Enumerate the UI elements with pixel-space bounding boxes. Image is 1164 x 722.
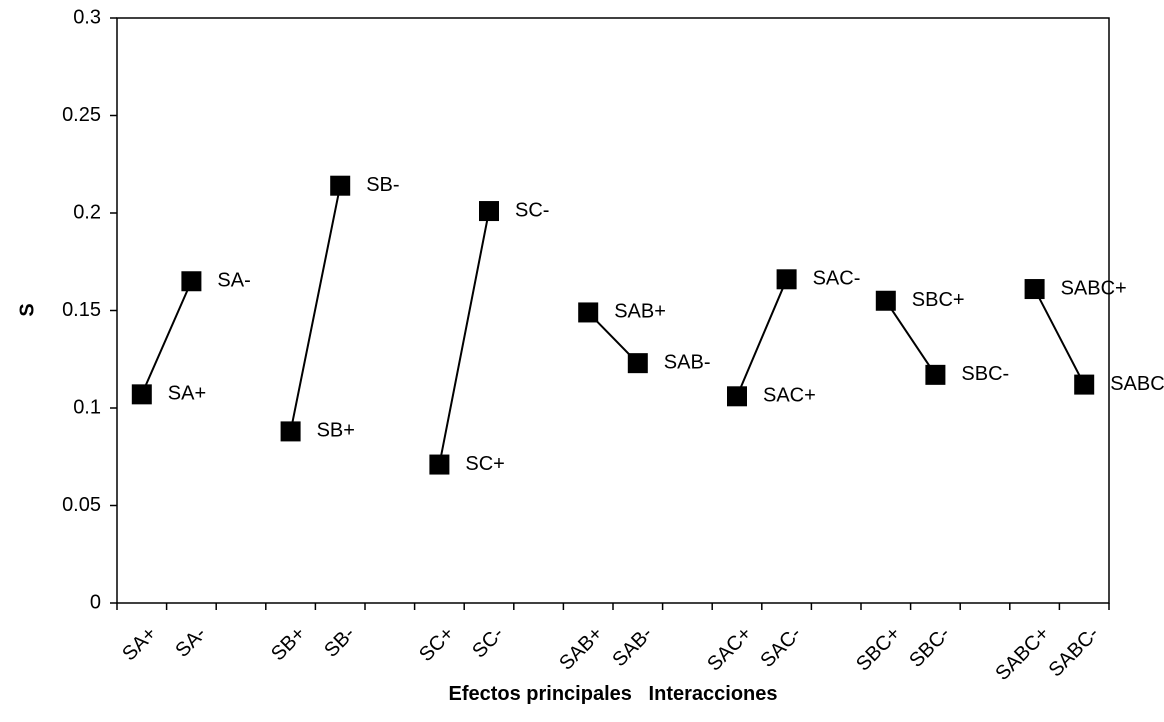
- x-tick-label: SA+: [118, 623, 161, 666]
- point-marker: [1074, 374, 1095, 395]
- point-label: SB-: [366, 174, 399, 196]
- x-tick-label: SABC-: [1045, 623, 1104, 682]
- x-tick-label: SBC-: [905, 623, 954, 672]
- point-marker: [925, 364, 946, 385]
- series-line: [140, 185, 1086, 465]
- point-label: SBC+: [912, 289, 965, 311]
- point-label: SA+: [168, 383, 206, 405]
- point-label: SABC+: [1061, 277, 1127, 299]
- x-tick-label: SC-: [468, 623, 508, 663]
- point-marker: [578, 302, 599, 323]
- point-label: SA-: [217, 270, 250, 292]
- y-tick-label: 0.15: [62, 299, 101, 321]
- x-tick-label: SAC-: [756, 623, 805, 672]
- point-marker: [429, 454, 450, 475]
- x-tick-label: SAC+: [703, 623, 756, 676]
- x-tick-label: SAB+: [555, 623, 607, 675]
- point-marker: [330, 175, 351, 196]
- point-marker: [280, 421, 301, 442]
- point-label: SBC-: [961, 363, 1009, 385]
- x-tick-label: SAB-: [608, 623, 657, 672]
- y-tick-label: 0.05: [62, 494, 101, 516]
- point-marker: [479, 201, 499, 222]
- point-label: SABC-: [1110, 373, 1164, 395]
- point-label: SC+: [465, 453, 504, 475]
- point-marker: [727, 386, 747, 407]
- y-axis-title: S: [16, 303, 38, 316]
- point-marker: [131, 384, 152, 405]
- y-tick-label: 0.1: [73, 396, 101, 418]
- x-tick-label: SBC+: [852, 623, 905, 676]
- point-marker: [875, 290, 896, 311]
- point-marker: [1024, 279, 1045, 300]
- x-tick-label: SA-: [171, 623, 210, 662]
- y-tick-label: 0.3: [73, 6, 101, 28]
- x-tick-label: SB-: [320, 623, 359, 662]
- point-label: SAC-: [813, 268, 861, 290]
- x-axis-title: Efectos principales Interacciones: [448, 683, 777, 705]
- point-label: SAB-: [664, 351, 711, 373]
- point-marker: [627, 353, 648, 374]
- point-label: SB+: [317, 420, 355, 442]
- point-label: SC-: [515, 199, 549, 221]
- point-marker: [181, 271, 202, 292]
- point-label: SAB+: [614, 301, 666, 323]
- x-tick-label: SC+: [415, 623, 458, 666]
- x-tick-label: SB+: [267, 623, 310, 666]
- x-tick-label: SABC+: [991, 623, 1053, 685]
- point-marker: [776, 269, 797, 290]
- point-label: SAC+: [763, 385, 816, 407]
- y-tick-label: 0.25: [62, 104, 101, 126]
- y-tick-label: 0: [90, 591, 101, 613]
- y-tick-label: 0.2: [73, 201, 101, 223]
